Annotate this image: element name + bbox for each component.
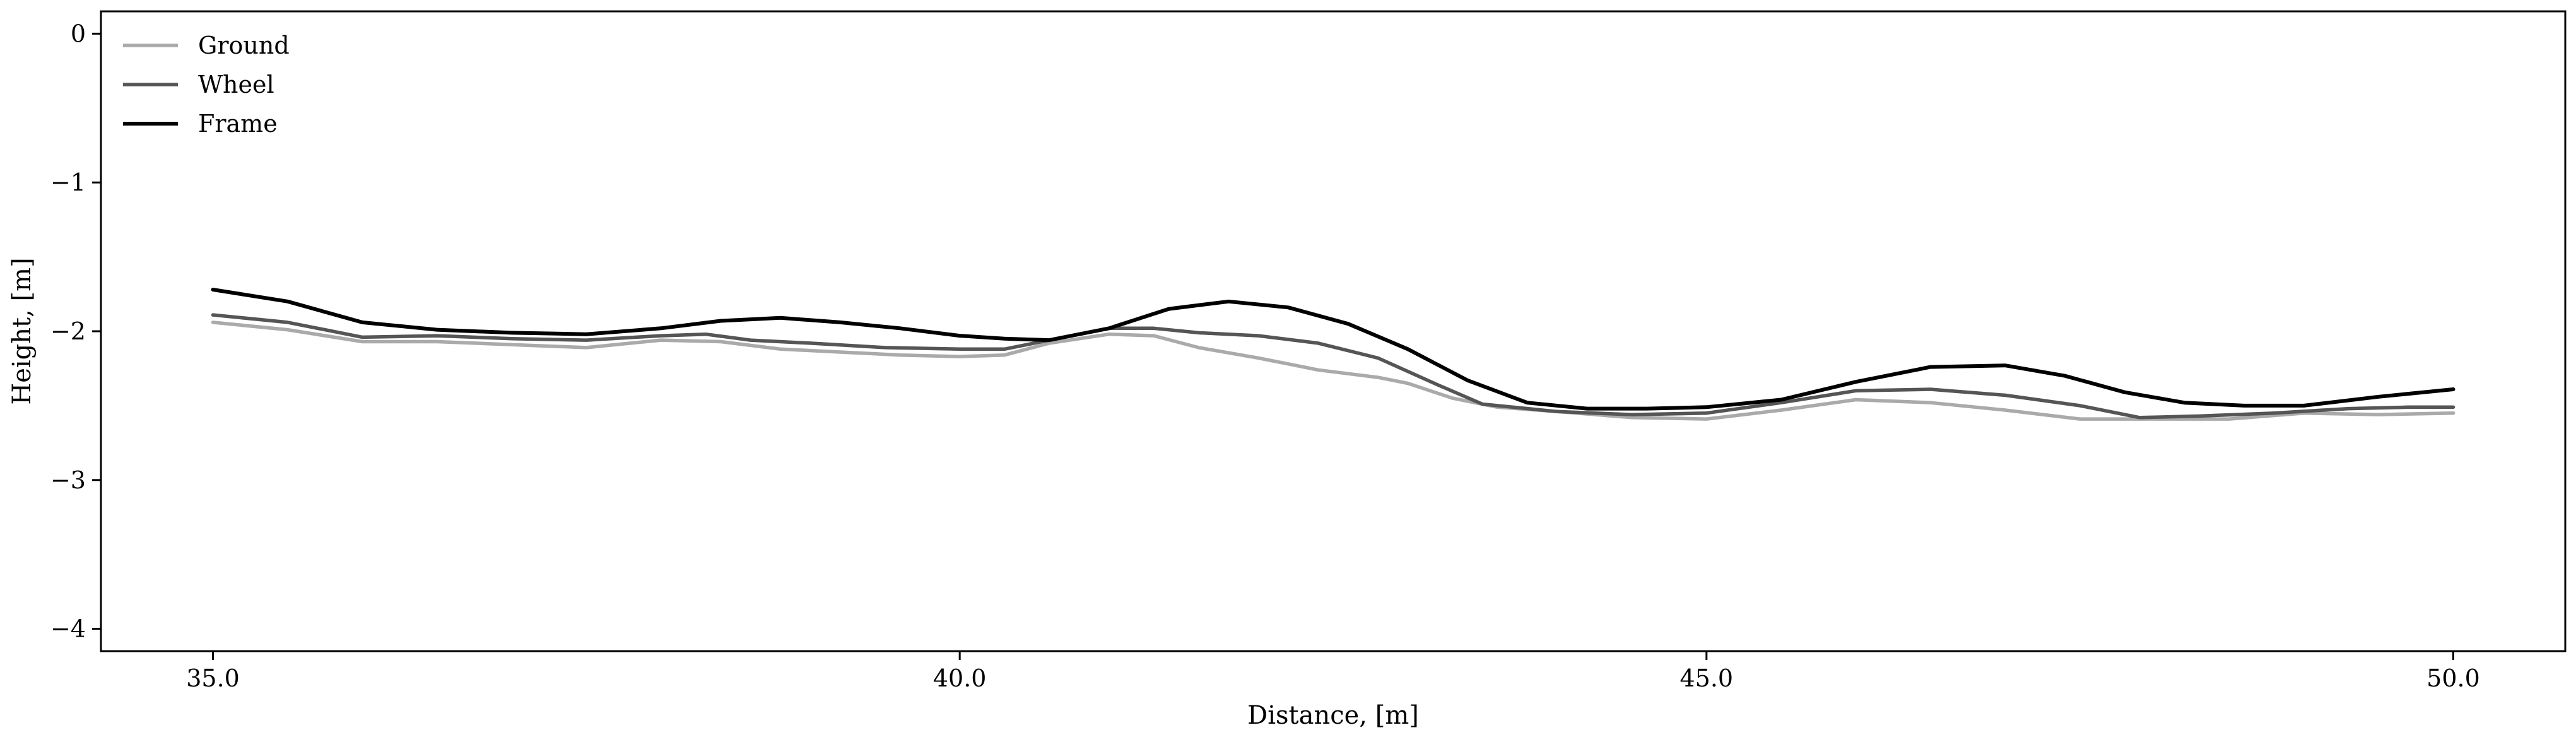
legend-label-frame: Frame: [198, 110, 278, 138]
y-tick-label: −2: [50, 317, 86, 345]
series-line-ground: [211, 321, 2455, 421]
x-tick-label: 40.0: [933, 664, 987, 692]
x-axis: 35.0 40.0 45.0 50.0: [186, 651, 2480, 692]
x-tick-label: 45.0: [1680, 664, 1734, 692]
y-tick-label: −3: [50, 466, 86, 494]
y-tick-label: −1: [50, 168, 86, 196]
y-tick-label: −4: [50, 615, 86, 643]
series-line-wheel: [211, 313, 2455, 420]
x-axis-label: Distance, [m]: [1247, 701, 1419, 730]
x-tick-label: 50.0: [2426, 664, 2480, 692]
x-tick-label: 35.0: [186, 664, 240, 692]
legend-label-wheel: Wheel: [198, 71, 274, 98]
series-line-frame: [211, 288, 2455, 411]
series-lines: [211, 288, 2455, 421]
y-tick-label: 0: [71, 20, 86, 47]
y-axis-label: Height, [m]: [8, 257, 37, 404]
legend: Ground Wheel Frame: [123, 32, 290, 138]
legend-label-ground: Ground: [198, 32, 290, 59]
y-axis: 0 −1 −2 −3 −4: [50, 20, 101, 643]
